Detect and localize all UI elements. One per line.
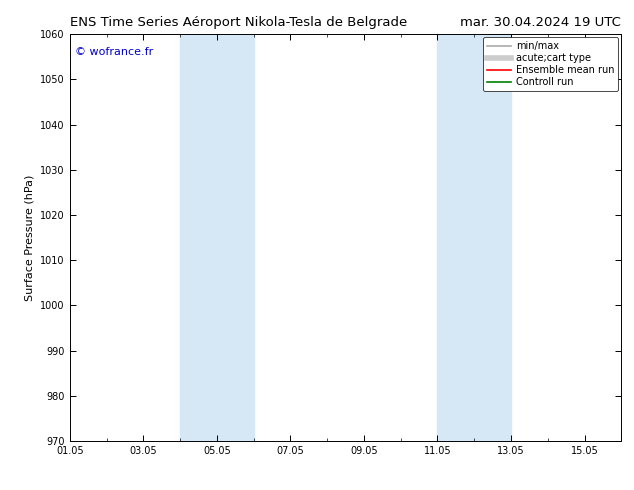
Legend: min/max, acute;cart type, Ensemble mean run, Controll run: min/max, acute;cart type, Ensemble mean …: [483, 37, 618, 91]
Text: mar. 30.04.2024 19 UTC: mar. 30.04.2024 19 UTC: [460, 16, 621, 29]
Bar: [437, 34, 511, 441]
Bar: [180, 34, 254, 441]
Text: ENS Time Series Aéroport Nikola-Tesla de Belgrade: ENS Time Series Aéroport Nikola-Tesla de…: [70, 16, 407, 29]
Text: © wofrance.fr: © wofrance.fr: [75, 47, 153, 56]
Y-axis label: Surface Pressure (hPa): Surface Pressure (hPa): [25, 174, 35, 301]
